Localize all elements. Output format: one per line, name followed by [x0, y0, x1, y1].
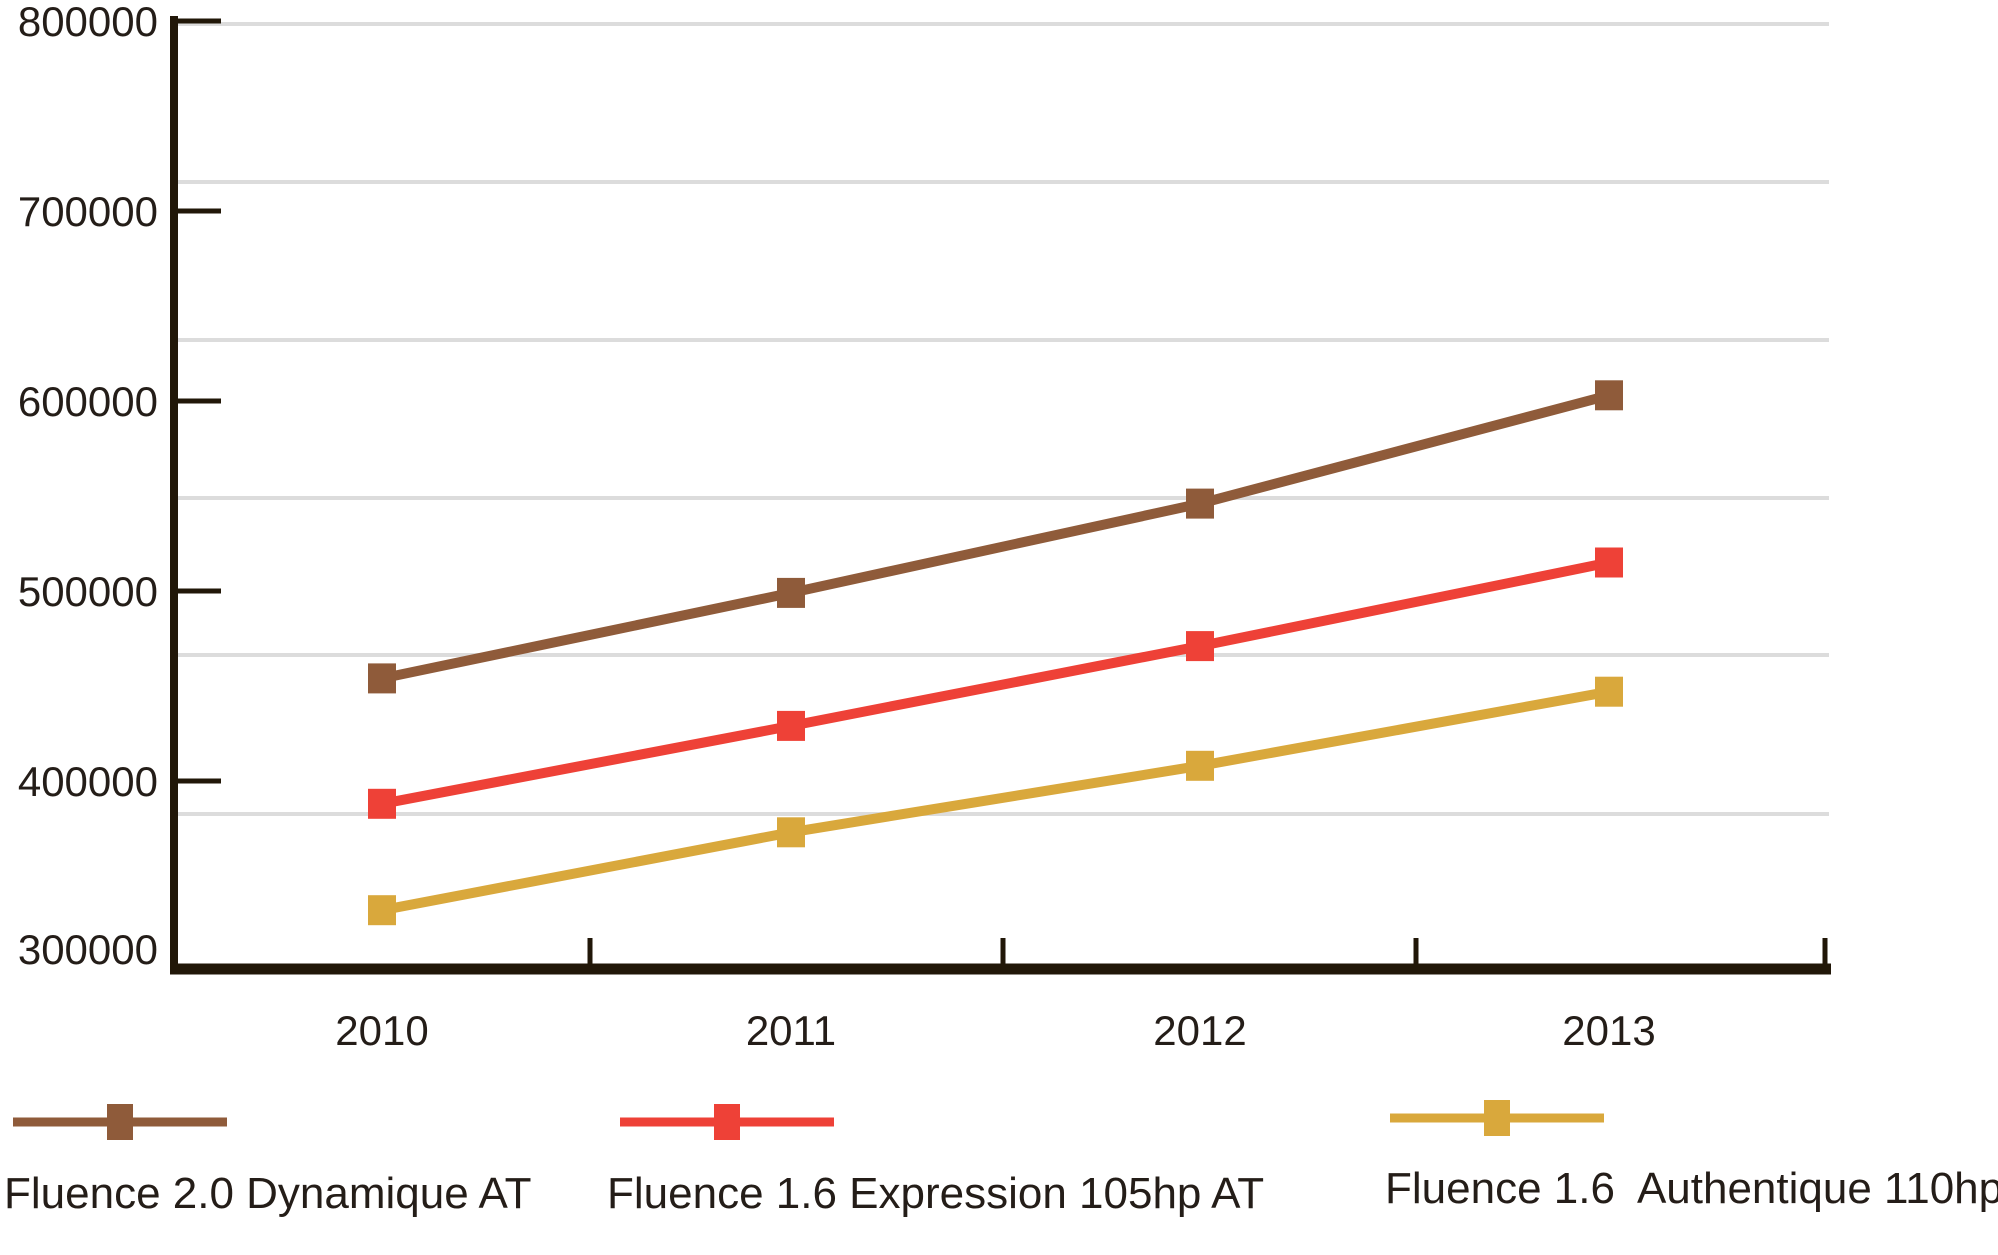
data-point-marker	[1595, 547, 1623, 578]
y-axis-labels: 800000 700000 600000 500000 400000 300000	[18, 0, 158, 973]
legend-label-expression: Fluence 1.6 Expression 105hp AT	[607, 1169, 1264, 1218]
series-line	[380, 390, 1611, 684]
data-point-marker	[368, 663, 396, 694]
data-point-marker	[368, 788, 396, 819]
data-point-marker	[777, 710, 805, 741]
series-line	[381, 686, 1610, 916]
legend: Fluence 2.0 Dynamique AT Fluence 1.6 Exp…	[4, 1100, 1998, 1218]
x-axis-labels: 2010 2011 2012 2013	[335, 1007, 1655, 1054]
y-axis-tick-label: 700000	[18, 188, 158, 235]
data-point-marker	[777, 817, 805, 848]
x-axis-tick-label: 2013	[1562, 1007, 1655, 1054]
x-axis-tick-label: 2010	[335, 1007, 428, 1054]
y-axis-tick-label: 600000	[18, 378, 158, 425]
legend-label-authentique: Fluence 1.6 Authentique 110hp	[1385, 1164, 1998, 1213]
y-axis-tick-label: 500000	[18, 568, 158, 615]
x-axis-tick-label: 2012	[1153, 1007, 1246, 1054]
legend-swatch-marker-dynamique	[107, 1104, 133, 1140]
data-point-marker	[1186, 631, 1214, 662]
y-axis-tick-label: 800000	[18, 0, 158, 45]
x-axis-tick-label: 2011	[746, 1007, 836, 1054]
data-point-marker	[777, 577, 805, 608]
data-point-marker	[1186, 750, 1214, 781]
data-point-marker	[1595, 380, 1623, 411]
gridlines	[178, 22, 1829, 816]
series-line	[381, 557, 1611, 809]
data-point-marker	[1595, 676, 1623, 707]
data-point-marker	[1186, 488, 1214, 519]
data-point-marker	[368, 895, 396, 926]
legend-swatch-marker-authentique	[1484, 1100, 1510, 1136]
legend-swatch-marker-expression	[714, 1104, 740, 1140]
axes	[170, 16, 1831, 975]
data-series	[368, 380, 1623, 926]
y-axis-tick-label: 400000	[18, 758, 158, 805]
legend-label-dynamique: Fluence 2.0 Dynamique AT	[4, 1169, 531, 1218]
y-axis-tick-label: 300000	[18, 926, 158, 973]
